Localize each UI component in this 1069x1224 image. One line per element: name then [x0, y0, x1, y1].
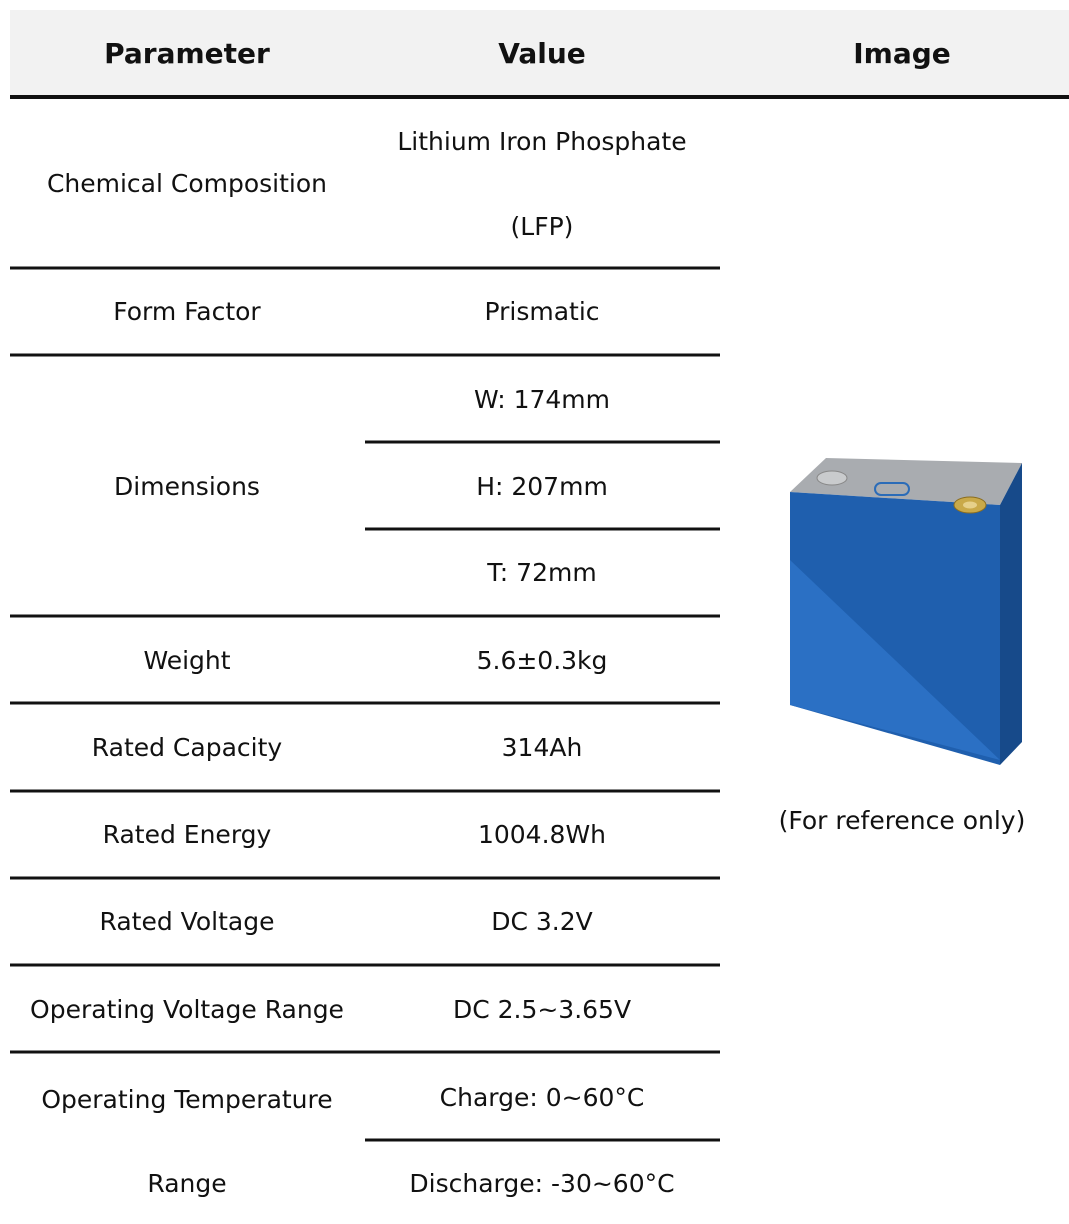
- value-cell: (LFP): [511, 212, 574, 241]
- parameter-cell: Rated Capacity: [92, 733, 283, 762]
- parameter-cell: Form Factor: [113, 297, 261, 326]
- page: Parameter Value Image Chemical Composition L…: [0, 0, 1069, 1220]
- value-cell: Prismatic: [484, 297, 599, 326]
- header-rule: [10, 95, 1069, 99]
- parameter-cell: Chemical Composition: [47, 169, 327, 198]
- value-cell: Lithium Iron Phosphate: [397, 127, 686, 156]
- row-rule: [10, 615, 720, 618]
- value-cell: H: 207mm: [476, 472, 608, 501]
- parameter-cell: Rated Energy: [103, 820, 272, 849]
- value-cell: 314Ah: [502, 733, 583, 762]
- value-cell: T: 72mm: [486, 558, 596, 587]
- row-rule: [10, 267, 720, 270]
- image-caption: (For reference only): [779, 806, 1026, 835]
- parameter-cell: Weight: [143, 646, 230, 675]
- sub-row-rule: [365, 1139, 720, 1142]
- value-cell: 1004.8Wh: [478, 820, 606, 849]
- value-cell: Discharge: -30~60°C: [409, 1169, 674, 1198]
- row-rule: [10, 964, 720, 967]
- row-rule: [10, 877, 720, 880]
- value-cell: DC 2.5~3.65V: [453, 995, 631, 1024]
- row-rule: [10, 354, 720, 357]
- parameter-cell: Operating Temperature: [41, 1085, 332, 1114]
- row-rule: [10, 790, 720, 793]
- value-cell: DC 3.2V: [491, 907, 593, 936]
- parameter-cell: Rated Voltage: [100, 907, 275, 936]
- value-cell: W: 174mm: [474, 385, 610, 414]
- parameter-cell: Operating Voltage Range: [30, 995, 344, 1024]
- sub-row-rule: [365, 528, 720, 531]
- row-rule: [10, 702, 720, 705]
- sub-row-rule: [365, 441, 720, 444]
- header-cell: Image: [853, 37, 951, 70]
- battery-image: [790, 458, 1022, 765]
- parameter-cell: Dimensions: [114, 472, 260, 501]
- row-rule: [10, 1051, 720, 1054]
- header-cell: Value: [498, 37, 586, 70]
- parameter-cell: Range: [147, 1169, 226, 1198]
- spec-table: Parameter Value Image Chemical Composition L…: [0, 0, 1069, 1220]
- value-cell: Charge: 0~60°C: [440, 1083, 645, 1112]
- value-cell: 5.6±0.3kg: [477, 646, 608, 675]
- header-cell: Parameter: [104, 37, 270, 70]
